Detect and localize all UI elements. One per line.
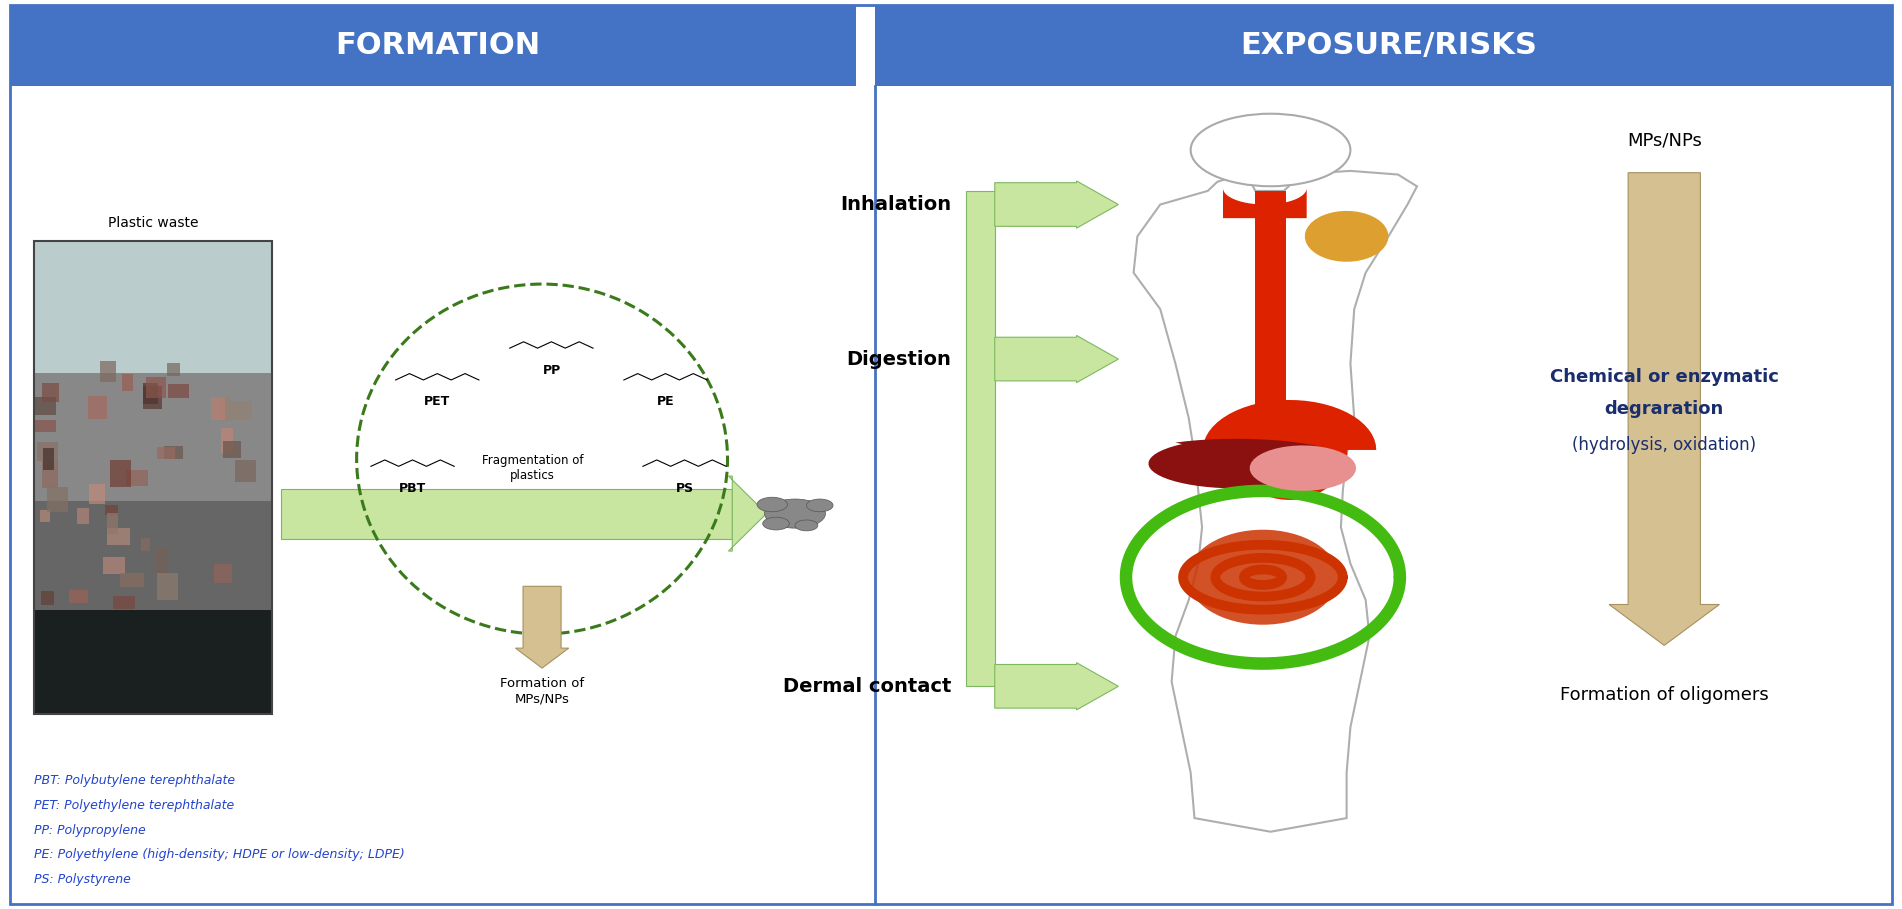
Bar [223, 442, 242, 458]
Bar [36, 420, 57, 432]
Bar [34, 610, 272, 714]
Text: Formation of
MPs/NPs: Formation of MPs/NPs [500, 677, 584, 705]
Text: PBT: Polybutylene terephthalate: PBT: Polybutylene terephthalate [34, 774, 236, 787]
Bar [143, 386, 162, 409]
Text: degraration: degraration [1605, 400, 1723, 418]
Circle shape [763, 517, 789, 530]
Text: PE: Polyethylene (high-density; HDPE or low-density; LDPE): PE: Polyethylene (high-density; HDPE or … [34, 848, 405, 861]
Bar [146, 377, 165, 397]
Bar [281, 489, 732, 538]
Bar [141, 538, 150, 551]
Text: EXPOSURE/RISKS: EXPOSURE/RISKS [1240, 31, 1537, 60]
Text: PS: PS [675, 482, 694, 494]
Bar [76, 508, 89, 524]
Bar [40, 591, 53, 604]
Bar [120, 574, 145, 586]
Text: Chemical or enzymatic: Chemical or enzymatic [1550, 368, 1778, 386]
Bar [40, 510, 49, 522]
Circle shape [806, 499, 833, 512]
Bar [1255, 309, 1286, 373]
FancyArrow shape [1609, 173, 1719, 645]
FancyArrow shape [995, 335, 1118, 383]
FancyArrow shape [995, 663, 1118, 710]
Bar [158, 447, 175, 459]
Bar [42, 448, 55, 470]
Bar [875, 5, 1892, 86]
Text: PP: Polypropylene: PP: Polypropylene [34, 824, 146, 836]
Bar [158, 573, 179, 600]
Bar [103, 557, 124, 574]
Text: Plastic waste: Plastic waste [108, 216, 198, 230]
Text: Fragmentation of
plastics: Fragmentation of plastics [481, 454, 584, 482]
Bar [122, 374, 133, 392]
Text: FORMATION: FORMATION [335, 31, 540, 60]
Bar [34, 241, 272, 714]
Ellipse shape [1191, 114, 1350, 186]
Bar [87, 396, 107, 419]
Bar [10, 5, 856, 86]
Circle shape [765, 499, 825, 528]
Bar [156, 548, 169, 575]
Polygon shape [1149, 439, 1350, 488]
Text: PE: PE [656, 395, 675, 408]
FancyArrow shape [728, 476, 767, 551]
Text: PP: PP [542, 364, 561, 376]
Bar [107, 513, 118, 534]
Bar [36, 397, 57, 415]
Bar [1255, 245, 1286, 309]
Bar [110, 460, 131, 487]
Polygon shape [1223, 188, 1307, 218]
Text: Digestion: Digestion [846, 350, 951, 368]
Bar [34, 374, 272, 501]
Text: Inhalation: Inhalation [841, 195, 951, 214]
Bar [48, 487, 68, 513]
Bar [230, 401, 251, 420]
Bar [68, 590, 87, 604]
Bar [164, 446, 183, 459]
FancyArrow shape [515, 586, 569, 668]
Bar [221, 427, 232, 453]
Bar [143, 383, 158, 404]
Bar [1255, 191, 1286, 245]
Bar [42, 383, 59, 403]
Bar [236, 461, 257, 483]
FancyArrow shape [995, 181, 1118, 228]
Bar [126, 470, 148, 485]
Bar [219, 397, 230, 421]
Bar [38, 442, 59, 461]
Text: MPs/NPs: MPs/NPs [1626, 132, 1702, 150]
Bar [89, 484, 105, 504]
Circle shape [795, 520, 818, 531]
Bar [966, 191, 995, 686]
Bar [105, 505, 118, 515]
Bar [167, 364, 181, 375]
Bar [34, 501, 272, 610]
Bar [99, 361, 116, 383]
Bar [1255, 373, 1286, 427]
Bar [34, 241, 272, 374]
Polygon shape [1250, 445, 1356, 491]
Bar [42, 461, 59, 488]
Bar [114, 596, 135, 609]
Text: PBT: PBT [399, 482, 426, 494]
Polygon shape [1202, 400, 1377, 500]
Bar [107, 527, 129, 545]
Polygon shape [1134, 171, 1417, 832]
Bar [215, 564, 232, 583]
Text: PET: Polyethylene terephthalate: PET: Polyethylene terephthalate [34, 799, 234, 812]
Text: Formation of oligomers: Formation of oligomers [1560, 686, 1769, 704]
Text: PS: Polystyrene: PS: Polystyrene [34, 873, 131, 885]
Bar [167, 384, 188, 397]
Text: Dermal contact: Dermal contact [782, 677, 951, 695]
Text: PET: PET [424, 395, 451, 408]
Bar [211, 396, 224, 420]
Text: (hydrolysis, oxidation): (hydrolysis, oxidation) [1573, 436, 1756, 454]
Polygon shape [1305, 211, 1388, 262]
Circle shape [757, 497, 787, 512]
Ellipse shape [1187, 530, 1339, 624]
